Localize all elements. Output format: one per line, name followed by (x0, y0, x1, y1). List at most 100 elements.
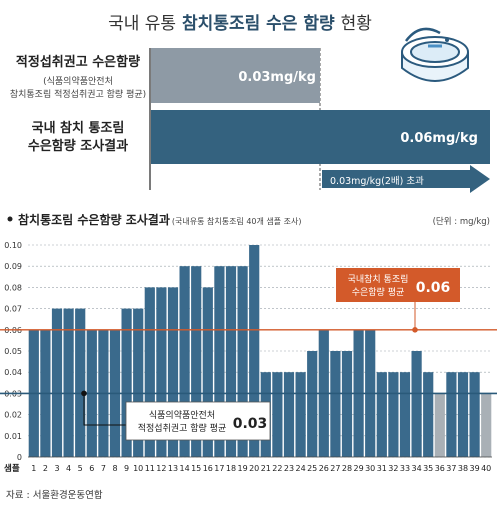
bar (423, 372, 434, 457)
recommended-label2: 적정섭취권고 함량 평균 (138, 422, 227, 434)
x-tick-label: 32 (388, 464, 398, 473)
section-title-bold: 참치통조림 수은함량 조사결과 (18, 212, 170, 227)
x-tick-label: 2 (43, 464, 48, 473)
recommended-callout (125, 401, 271, 441)
x-tick-label: 24 (296, 464, 306, 473)
bar (225, 266, 237, 457)
x-tick-label: 16 (203, 464, 213, 473)
bar (481, 393, 492, 457)
row2-label2: 수은함량 조사결과 (28, 138, 128, 154)
x-tick-label: 37 (446, 464, 456, 473)
x-tick-label: 21 (261, 464, 271, 473)
row1-label: 적정섭취권고 수은함량 (16, 54, 140, 70)
row2-value: 0.06mg/kg (400, 131, 478, 146)
x-tick-label: 10 (133, 464, 143, 473)
bar (191, 266, 202, 457)
x-tick-label: 12 (156, 464, 166, 473)
x-tick-label: 27 (330, 464, 340, 473)
bar (388, 372, 399, 457)
bar (51, 308, 63, 457)
national-average-callout (336, 268, 460, 302)
x-tick-label: 20 (249, 464, 259, 473)
exceed-arrow-text: 0.03mg/kg(2배) 초과 (330, 176, 424, 187)
x-tick-label: 19 (238, 464, 248, 473)
row1-value: 0.03mg/kg (238, 70, 316, 85)
x-tick-label: 5 (78, 464, 83, 473)
title-bold: 참치통조림 수은 함량 (182, 13, 335, 34)
bar (457, 372, 469, 457)
bar (75, 308, 86, 457)
bar (330, 351, 341, 457)
national-average-label2: 수은함량 평균 (352, 286, 405, 298)
x-tick-label: 18 (226, 464, 236, 473)
row1-sub1: (식품의약품안전처 (43, 75, 113, 87)
bar (272, 372, 283, 457)
exceed-arrow (322, 165, 490, 193)
bar (156, 287, 167, 457)
x-tick-label: 25 (307, 464, 317, 473)
title-suffix: 현황 (341, 14, 372, 34)
x-tick-label: 22 (272, 464, 282, 473)
bar (283, 372, 295, 457)
x-tick-label: 6 (89, 464, 94, 473)
x-tick-label: 11 (145, 464, 155, 473)
row1-bar (151, 48, 320, 103)
bar (295, 372, 306, 457)
y-tick-label: 0.01 (4, 432, 22, 441)
bar (179, 266, 190, 457)
row2-label1: 국내 참치 통조림 (32, 120, 125, 136)
bar (376, 372, 387, 457)
x-tick-label: 34 (412, 464, 422, 473)
bar (249, 245, 260, 457)
x-tick-label: 4 (66, 464, 71, 473)
y-tick-label: 0.09 (4, 262, 22, 271)
x-tick-label: 29 (354, 464, 364, 473)
x-tick-label: 39 (470, 464, 480, 473)
bar (167, 287, 179, 457)
y-tick-label: 0 (17, 453, 22, 462)
y-tick-label: 0.08 (4, 283, 22, 292)
bar (133, 308, 144, 457)
section-title-sub: (국내유통 참치통조림 40개 샘플 조사) (172, 216, 302, 226)
x-axis-label: 샘플 (4, 463, 20, 474)
recommended-connector (83, 393, 126, 426)
x-tick-label: 31 (377, 464, 387, 473)
page-title: 국내 유통 참치통조림 수은 함량 현황 (108, 13, 372, 34)
national-average-label1: 국내참치 통조림 (348, 273, 409, 285)
bar (307, 351, 318, 457)
x-tick-label: 15 (191, 464, 201, 473)
unit-label: (단위 : mg/kg) (433, 216, 490, 227)
bar (446, 372, 457, 457)
x-tick-label: 40 (481, 464, 491, 473)
x-tick-label: 9 (124, 464, 129, 473)
bar (63, 308, 74, 457)
section-title: 참치통조림 수은함량 조사결과 (국내유통 참치통조림 40개 샘플 조사) (18, 212, 302, 227)
x-tick-label: 14 (180, 464, 190, 473)
x-tick-label: 17 (214, 464, 224, 473)
x-tick-label: 7 (101, 464, 106, 473)
y-tick-label: 0.02 (4, 411, 22, 420)
bar (399, 372, 411, 457)
x-tick-label: 35 (423, 464, 433, 473)
bar (121, 308, 132, 457)
row2-bar (151, 110, 490, 164)
bar-chart: 0.10 0.09 0.08 0.07 0.06 0.05 0.04 0.03 0.02 0.01… (0, 241, 497, 474)
x-tick-label: 30 (365, 464, 375, 473)
national-average-dot (412, 327, 418, 333)
bar (469, 372, 480, 457)
section-bullet-icon (7, 216, 13, 222)
bar (214, 266, 225, 457)
bar (202, 287, 213, 457)
row1-sub2: 참치통조림 적정섭취권고 함량 평균) (10, 88, 146, 100)
bar (411, 351, 422, 457)
x-tick-label: 36 (435, 464, 445, 473)
bar (341, 351, 353, 457)
x-tick-label: 8 (112, 464, 117, 473)
x-tick-label: 3 (54, 464, 59, 473)
recommended-value: 0.03 (233, 416, 268, 432)
bar (144, 287, 155, 457)
x-tick-label: 23 (284, 464, 294, 473)
national-average-value: 0.06 (416, 280, 451, 296)
